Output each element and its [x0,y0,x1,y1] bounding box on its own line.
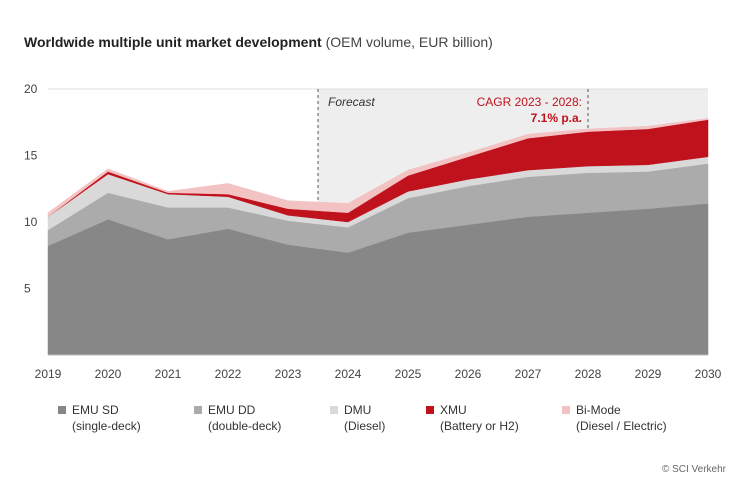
legend-sublabel: (Battery or H2) [440,419,519,433]
legend-label: EMU DD [208,403,256,417]
legend-item: EMU DD (double-deck) [194,402,282,434]
legend-item: Bi-Mode (Diesel / Electric) [562,402,667,434]
y-tick-label: 10 [24,215,38,229]
cagr-label: CAGR 2023 - 2028: [477,95,582,109]
chart-title-main: Worldwide multiple unit market developme… [24,34,322,50]
legend-label: XMU [440,403,467,417]
x-tick-label: 2022 [215,367,242,381]
area-bi-mode [47,118,709,218]
chart-title: Worldwide multiple unit market developme… [24,34,493,50]
x-tick-label: 2027 [515,367,542,381]
x-tick-label: 2024 [335,367,362,381]
legend: EMU SD (single-deck) EMU DD (double-deck) DM… [58,402,692,442]
copyright: © SCI Verkehr [661,464,726,475]
area-chart: Forecast CAGR 2023 - 2028: 7.1% p.a. 5 10 15 2… [24,82,722,381]
legend-swatch [330,406,338,414]
x-tick-label: 2029 [635,367,662,381]
y-tick-label: 5 [24,282,31,296]
x-tick-label: 2019 [35,367,62,381]
cagr-value: 7.1% p.a. [531,111,582,125]
x-tick-label: 2020 [95,367,122,381]
legend-label: Bi-Mode [576,403,621,417]
legend-sublabel: (Diesel) [344,419,386,433]
legend-swatch [58,406,66,414]
legend-swatch [426,406,434,414]
x-tick-label: 2026 [455,367,482,381]
x-tick-label: 2021 [155,367,182,381]
forecast-label: Forecast [328,95,375,109]
legend-label: EMU SD [72,403,119,417]
chart-title-units: (OEM volume, EUR billion) [325,34,493,50]
legend-sublabel: (Diesel / Electric) [576,419,667,433]
y-tick-label: 15 [24,149,38,163]
x-tick-label: 2028 [575,367,602,381]
legend-sublabel: (double-deck) [208,419,282,433]
legend-item: EMU SD (single-deck) [58,402,141,434]
legend-item: XMU (Battery or H2) [426,402,519,434]
legend-label: DMU [344,403,372,417]
legend-item: DMU (Diesel) [330,402,386,434]
legend-swatch [562,406,570,414]
legend-sublabel: (single-deck) [72,419,141,433]
x-tick-label: 2030 [695,367,722,381]
legend-swatch [194,406,202,414]
x-tick-label: 2025 [395,367,422,381]
y-tick-label: 20 [24,82,38,96]
x-tick-label: 2023 [275,367,302,381]
